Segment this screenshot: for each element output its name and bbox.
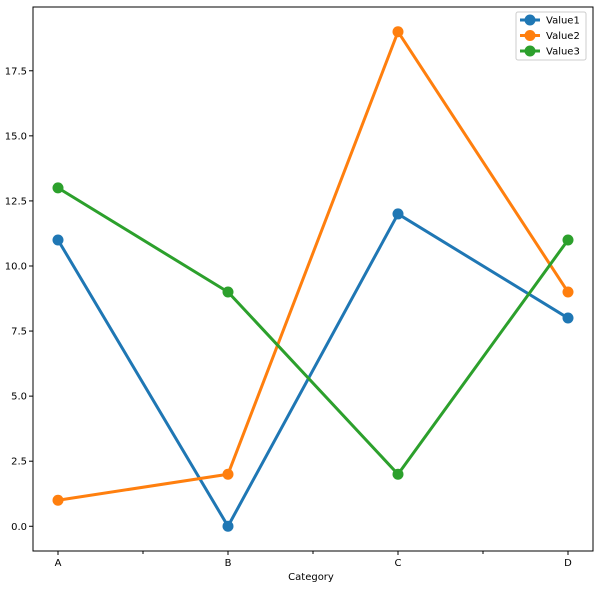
y-tick-label: 7.5 xyxy=(11,327,27,338)
data-point-value1 xyxy=(222,520,234,532)
y-tick-label: 2.5 xyxy=(11,457,27,468)
data-point-value2 xyxy=(392,26,404,38)
data-point-value3 xyxy=(222,286,234,298)
y-tick-label: 12.5 xyxy=(5,196,27,207)
legend-label-value1: Value1 xyxy=(546,16,580,27)
y-axis: 0.0 2.5 5.0 7.5 10.0 12.5 15.0 17.5 xyxy=(5,66,33,533)
y-tick-label: 17.5 xyxy=(5,66,27,77)
legend-swatch-marker-value1 xyxy=(524,14,536,26)
series-line-value3 xyxy=(56,186,570,476)
x-axis-label: Category xyxy=(288,572,334,583)
data-point-value1 xyxy=(52,234,64,246)
legend: Value1 Value2 Value3 xyxy=(515,11,587,61)
y-tick-label: 0.0 xyxy=(11,522,27,533)
legend-label-value3: Value3 xyxy=(546,47,580,58)
y-tick-label: 5.0 xyxy=(11,392,27,403)
x-tick-label: B xyxy=(225,558,232,569)
series-line-value1 xyxy=(56,212,570,528)
y-tick-label: 15.0 xyxy=(5,131,27,142)
data-point-value1 xyxy=(562,312,574,324)
x-tick-label: D xyxy=(564,558,572,569)
series-group xyxy=(52,26,574,532)
data-point-value1 xyxy=(392,208,404,220)
data-point-value3 xyxy=(562,234,574,246)
x-axis: A B C D xyxy=(55,551,572,569)
series-line-value2 xyxy=(56,30,570,502)
data-point-value2 xyxy=(52,494,64,506)
data-point-value2 xyxy=(222,468,234,480)
data-point-value2 xyxy=(562,286,574,298)
x-tick-label: C xyxy=(395,558,402,569)
x-tick-label: A xyxy=(55,558,62,569)
legend-swatch-marker-value3 xyxy=(524,45,536,57)
y-tick-label: 10.0 xyxy=(5,261,27,272)
legend-label-value2: Value2 xyxy=(546,31,580,42)
data-point-value3 xyxy=(392,468,404,480)
legend-swatch-marker-value2 xyxy=(524,30,536,41)
plot-area xyxy=(32,6,594,552)
data-point-value3 xyxy=(52,182,64,194)
